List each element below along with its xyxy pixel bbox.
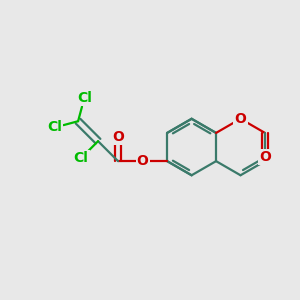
Text: O: O	[137, 154, 148, 168]
Text: O: O	[112, 130, 124, 144]
Text: Cl: Cl	[47, 120, 62, 134]
Text: O: O	[259, 150, 271, 164]
Text: Cl: Cl	[77, 91, 92, 105]
Text: O: O	[235, 112, 247, 126]
Text: Cl: Cl	[74, 151, 88, 165]
